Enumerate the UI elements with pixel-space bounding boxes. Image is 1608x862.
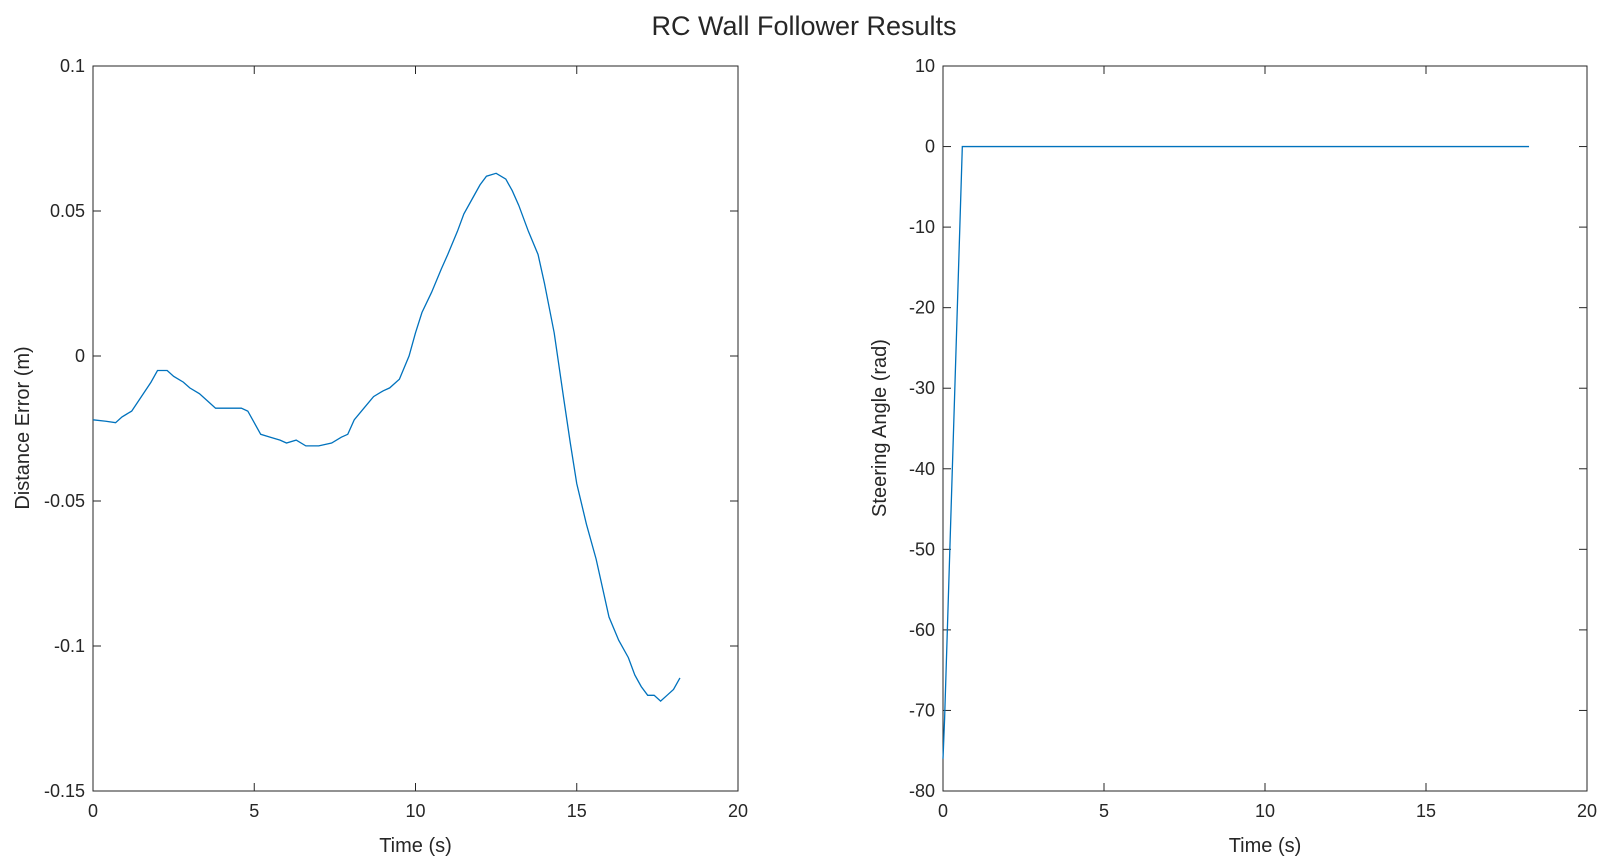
left-plot-ytick-label: 0.05 (50, 201, 85, 221)
right-plot-series-line (942, 145, 1530, 759)
right-plot-xtick-label: 15 (1416, 801, 1436, 821)
right-plot-ytick-label: -50 (909, 539, 935, 559)
left-plot-xtick-label: 15 (567, 801, 587, 821)
right-plot: 0 5 10 15 20 -80 -70 -60 -50 -40 -30 -20 -10 0 10 Time… (869, 56, 1597, 857)
right-plot-ylabel: Steering Angle (rad) (869, 339, 891, 517)
right-plot-ticks (942, 65, 1588, 792)
right-plot-ytick-label: -10 (909, 217, 935, 237)
left-plot-xtick-label: 0 (88, 801, 98, 821)
left-plot-ytick-label: -0.1 (54, 636, 85, 656)
right-plot-area (942, 65, 1588, 792)
right-plot-ytick-label: 0 (925, 137, 935, 157)
left-plot-xlabel: Time (s) (379, 835, 452, 857)
right-plot-ytick-label: -30 (909, 378, 935, 398)
right-plot-ytick-label: -70 (909, 700, 935, 720)
left-plot-xtick-label: 20 (728, 801, 748, 821)
right-plot-xtick-label: 10 (1255, 801, 1275, 821)
left-plot-xtick-label: 10 (405, 801, 425, 821)
left-plot-xtick-label: 5 (249, 801, 259, 821)
left-plot-ytick-label: 0 (75, 346, 85, 366)
right-plot-ytick-label: -40 (909, 459, 935, 479)
right-plot-ytick-label: -60 (909, 620, 935, 640)
left-plot-series-line (92, 172, 681, 702)
right-plot-ytick-label: 10 (915, 56, 935, 76)
right-plot-xtick-label: 0 (938, 801, 948, 821)
right-plot-ytick-label: -20 (909, 298, 935, 318)
right-plot-xtick-label: 5 (1099, 801, 1109, 821)
left-plot-ticks (92, 65, 739, 792)
left-plot-ticklabels: 0 5 10 15 20 -0.15 -0.1 -0.05 0 0.05 0.1 (44, 56, 748, 821)
left-plot-ytick-label: 0.1 (60, 56, 85, 76)
right-plot-xtick-label: 20 (1577, 801, 1597, 821)
right-plot-xlabel: Time (s) (1229, 835, 1302, 857)
figure-title: RC Wall Follower Results (651, 11, 956, 41)
left-plot-ytick-label: -0.05 (44, 491, 85, 511)
right-plot-ytick-label: -80 (909, 781, 935, 801)
left-plot-ytick-label: -0.15 (44, 781, 85, 801)
left-plot-area (92, 65, 739, 792)
left-plot-ylabel: Distance Error (m) (12, 346, 34, 509)
right-plot-ticklabels: 0 5 10 15 20 -80 -70 -60 -50 -40 -30 -20 -10 0 10 (909, 56, 1597, 821)
